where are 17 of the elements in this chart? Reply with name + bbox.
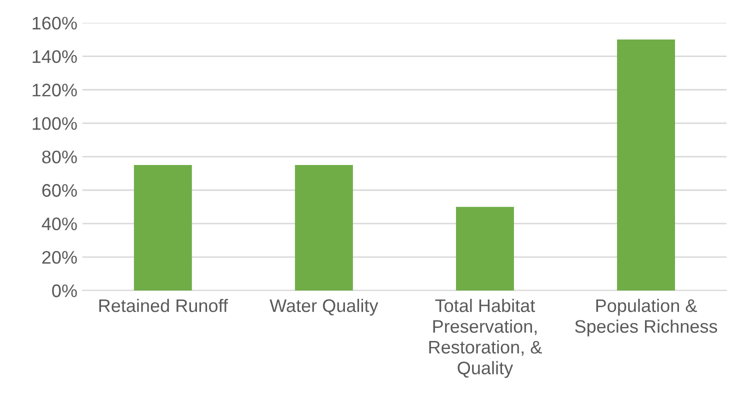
y-tick-label: 120%	[32, 84, 77, 96]
bar	[134, 165, 192, 290]
bar	[456, 206, 514, 290]
y-tick-label: 40%	[42, 218, 77, 230]
x-tick-label: Population & Species Richness	[575, 298, 718, 336]
x-tick-label: Retained Runoff	[99, 298, 228, 312]
y-tick-label: 20%	[42, 250, 77, 264]
y-tick-label: 0%	[52, 284, 77, 298]
y-tick-label: 60%	[42, 184, 77, 197]
y-tick-label: 100%	[32, 117, 77, 130]
x-tick-label: Total Habitat Preservation, Restoration, & Quality	[429, 298, 542, 378]
bar	[617, 40, 675, 290]
y-tick-label: 160%	[32, 16, 77, 30]
y-tick-label: 80%	[42, 150, 77, 164]
y-tick-label: 140%	[32, 50, 77, 64]
x-tick-label: Water Quality	[270, 298, 378, 316]
bar	[294, 165, 353, 290]
